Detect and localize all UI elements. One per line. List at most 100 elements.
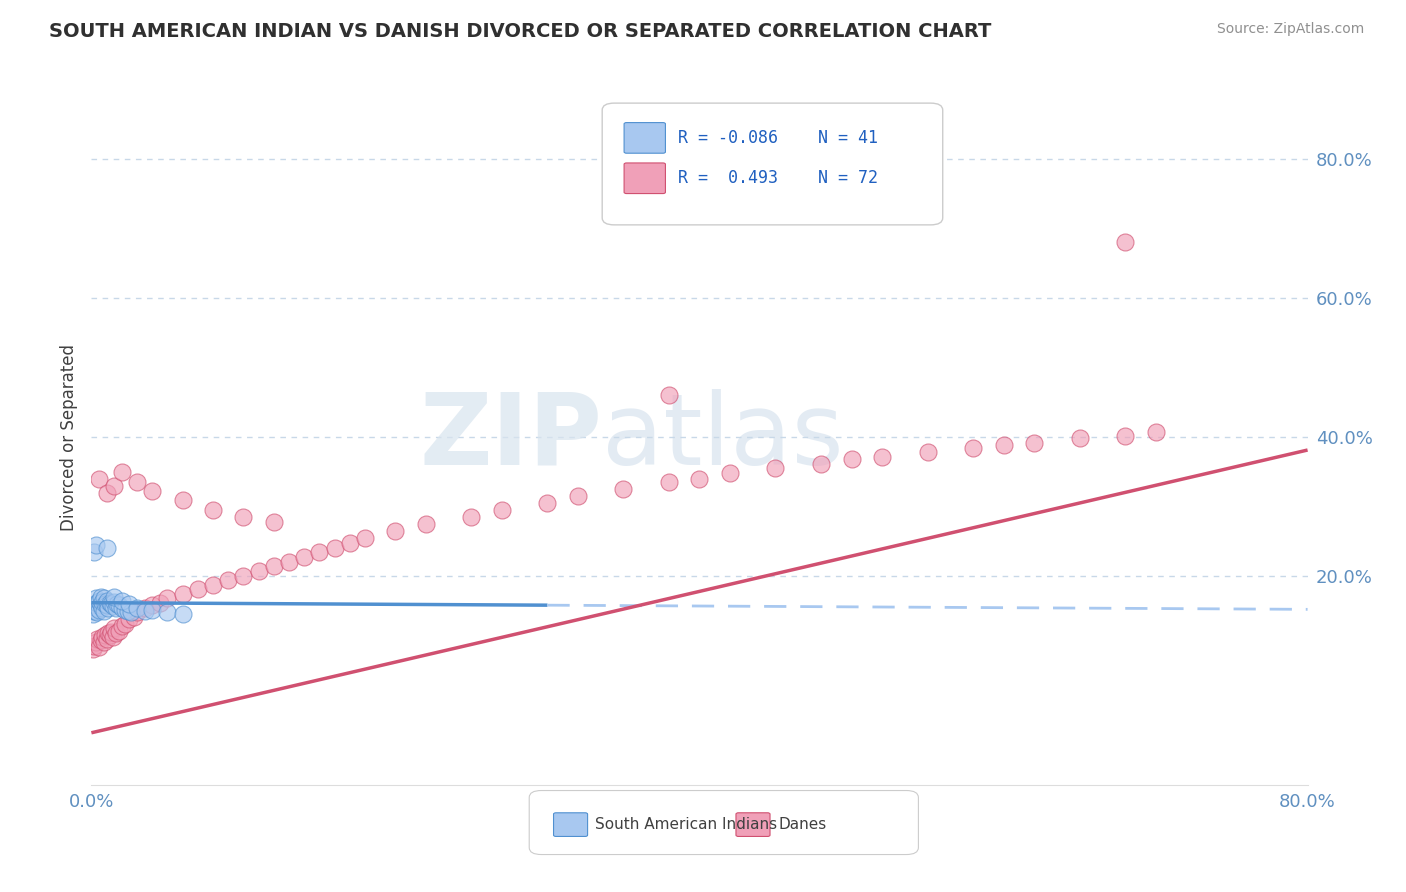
Point	[84, 591, 107, 606]
Point	[103, 590, 125, 604]
Point	[125, 475, 148, 490]
Point	[415, 516, 437, 531]
Point	[111, 600, 134, 615]
Point	[612, 482, 634, 496]
Point	[658, 475, 681, 490]
Point	[232, 569, 254, 583]
Point	[125, 606, 148, 620]
Point	[98, 628, 121, 642]
Point	[96, 599, 118, 613]
Point	[278, 555, 301, 569]
FancyBboxPatch shape	[554, 813, 588, 837]
Point	[93, 591, 115, 606]
FancyBboxPatch shape	[735, 813, 770, 837]
Point	[103, 621, 125, 635]
Point	[83, 545, 105, 559]
Point	[122, 609, 145, 624]
Point	[86, 596, 108, 610]
Point	[567, 489, 589, 503]
Point	[718, 467, 741, 481]
Text: atlas: atlas	[602, 389, 844, 485]
Point	[107, 599, 129, 613]
Point	[84, 600, 107, 615]
Point	[125, 600, 148, 615]
Point	[134, 600, 156, 615]
FancyBboxPatch shape	[529, 790, 918, 855]
Text: R =  0.493    N = 72: R = 0.493 N = 72	[678, 169, 877, 187]
Point	[141, 484, 163, 499]
Point	[247, 564, 270, 578]
Point	[91, 595, 114, 609]
Point	[1022, 435, 1045, 450]
Point	[98, 596, 121, 610]
Point	[263, 558, 285, 573]
Point	[1114, 428, 1136, 442]
Point	[87, 602, 110, 616]
Point	[83, 597, 105, 611]
Point	[93, 604, 115, 618]
Point	[111, 465, 134, 479]
Point	[104, 626, 127, 640]
Point	[172, 587, 194, 601]
Text: Danes: Danes	[779, 817, 827, 832]
Point	[232, 510, 254, 524]
Point	[96, 593, 118, 607]
Point	[96, 632, 118, 646]
Point	[111, 593, 134, 607]
Point	[103, 479, 125, 493]
Point	[134, 604, 156, 618]
Text: ZIP: ZIP	[419, 389, 602, 485]
Point	[96, 541, 118, 556]
Point	[105, 597, 128, 611]
Point	[107, 624, 129, 638]
Point	[1069, 432, 1091, 446]
Point	[156, 606, 179, 620]
Point	[101, 631, 124, 645]
Point	[688, 472, 710, 486]
Point	[1114, 235, 1136, 250]
Point	[308, 545, 330, 559]
Point	[83, 604, 105, 618]
Point	[172, 492, 194, 507]
Point	[354, 531, 377, 545]
Point	[89, 590, 111, 604]
Y-axis label: Divorced or Separated: Divorced or Separated	[59, 343, 77, 531]
Point	[202, 577, 225, 591]
Text: Source: ZipAtlas.com: Source: ZipAtlas.com	[1216, 22, 1364, 37]
Point	[962, 441, 984, 455]
Point	[141, 599, 163, 613]
Point	[87, 640, 110, 655]
Text: SOUTH AMERICAN INDIAN VS DANISH DIVORCED OR SEPARATED CORRELATION CHART: SOUTH AMERICAN INDIAN VS DANISH DIVORCED…	[49, 22, 991, 41]
Point	[100, 597, 122, 611]
Point	[93, 635, 115, 649]
Point	[89, 599, 111, 613]
Point	[460, 510, 482, 524]
Point	[765, 461, 787, 475]
Text: South American Indians: South American Indians	[595, 817, 778, 832]
Point	[156, 591, 179, 606]
Point	[149, 596, 172, 610]
Point	[97, 626, 120, 640]
FancyBboxPatch shape	[602, 103, 942, 225]
Point	[536, 496, 558, 510]
Point	[292, 549, 315, 564]
Point	[111, 619, 134, 633]
Point	[87, 472, 110, 486]
Point	[120, 606, 142, 620]
FancyBboxPatch shape	[624, 122, 665, 153]
Point	[339, 536, 361, 550]
Point	[810, 457, 832, 471]
Point	[104, 600, 127, 615]
Point	[114, 616, 136, 631]
Point	[217, 573, 239, 587]
FancyBboxPatch shape	[624, 163, 665, 194]
Point	[117, 604, 139, 618]
Point	[172, 607, 194, 622]
Text: R = -0.086    N = 41: R = -0.086 N = 41	[678, 129, 877, 147]
Point	[103, 595, 125, 609]
Point	[917, 445, 939, 459]
Point	[263, 515, 285, 529]
Point	[118, 597, 141, 611]
Point	[118, 612, 141, 626]
Point	[870, 450, 893, 464]
